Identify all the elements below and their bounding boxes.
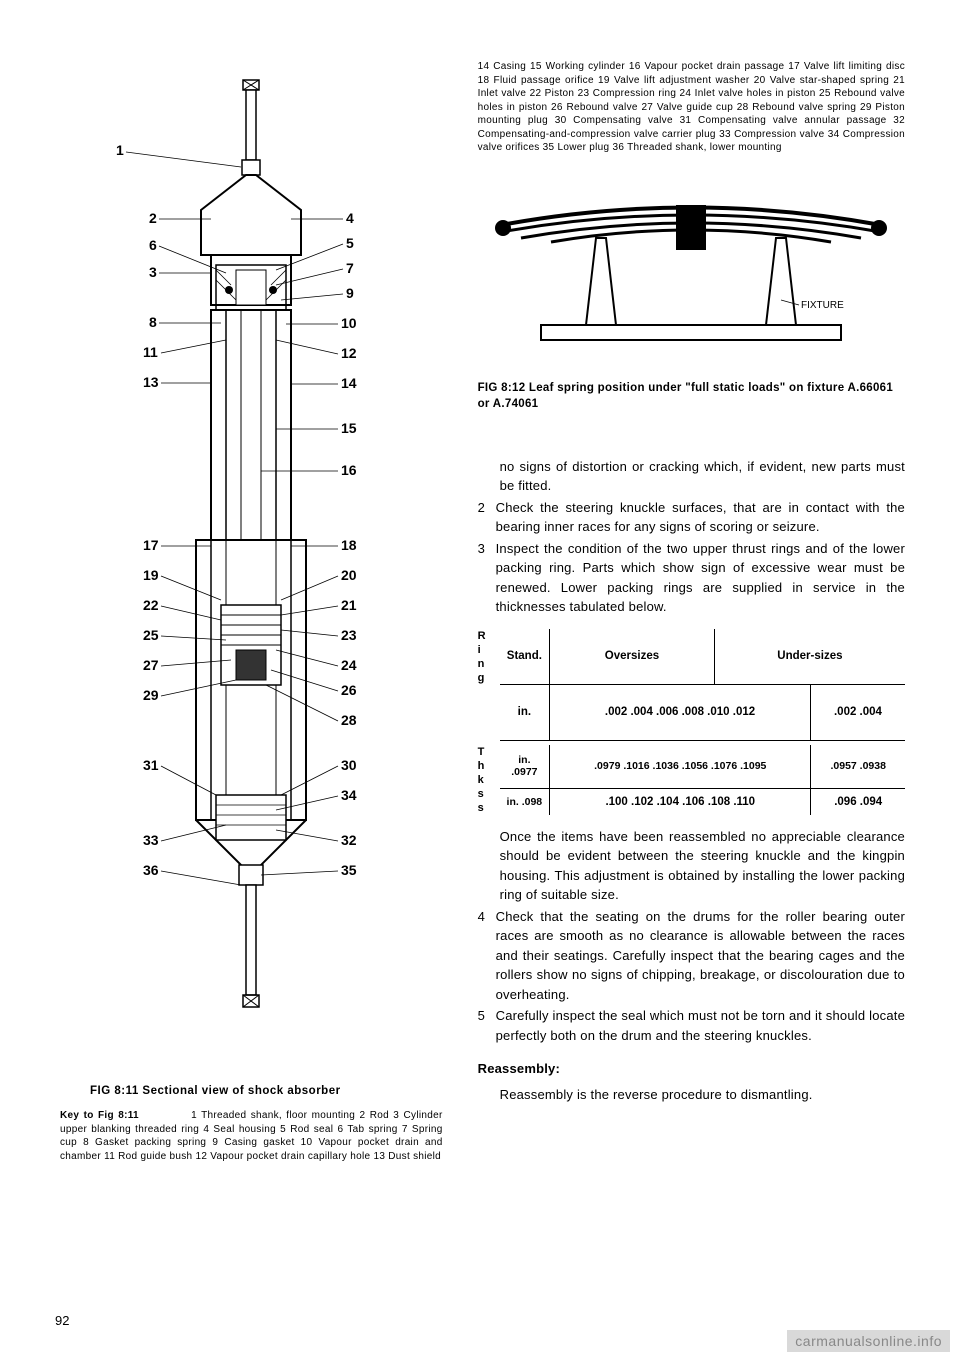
page-number: 92 — [55, 1313, 69, 1328]
callout-24: 24 — [341, 657, 357, 673]
para-1: no signs of distortion or cracking which… — [478, 457, 905, 496]
callout-26: 26 — [341, 682, 357, 698]
body-text-section: no signs of distortion or cracking which… — [478, 457, 905, 617]
page-content: 1 2 6 3 8 11 13 17 — [0, 0, 960, 1358]
shock-absorber-diagram: 1 2 6 3 8 11 13 17 — [55, 60, 448, 1070]
thickness-table: Ring Stand. Oversizes Under-sizes — [478, 629, 905, 685]
list-item-5: 5 Carefully inspect the seal which must … — [478, 1006, 905, 1045]
row3-oversizes: .100 .102 .104 .106 .108 .110 — [550, 788, 811, 814]
left-column: 1 2 6 3 8 11 13 17 — [55, 60, 448, 1328]
callout-34: 34 — [341, 787, 357, 803]
item-4-text: Check that the seating on the drums for … — [496, 907, 905, 1005]
callout-25: 25 — [143, 627, 159, 643]
list-num-5: 5 — [478, 1006, 496, 1045]
callout-13: 13 — [143, 374, 159, 390]
callout-6: 6 — [149, 237, 157, 253]
callout-20: 20 — [341, 567, 357, 583]
callout-10: 10 — [341, 315, 357, 331]
stand-header: Stand. — [500, 629, 550, 685]
callout-36: 36 — [143, 862, 159, 878]
row2-label: in. .0977 — [500, 745, 550, 789]
callout-1: 1 — [116, 142, 124, 158]
list-item-2: 2 Check the steering knuckle surfaces, t… — [478, 498, 905, 537]
callout-2: 2 — [149, 210, 157, 226]
callout-30: 30 — [341, 757, 357, 773]
callout-22: 22 — [143, 597, 159, 613]
thkss-label: Thkss — [478, 745, 492, 815]
callout-9: 9 — [346, 285, 354, 301]
fig-8-11-caption: FIG 8:11 Sectional view of shock absorbe… — [55, 1085, 448, 1097]
para-after-table: Once the items have been reassembled no … — [478, 827, 905, 905]
callout-19: 19 — [143, 567, 159, 583]
callout-15: 15 — [341, 420, 357, 436]
callout-3: 3 — [149, 264, 157, 280]
watermark: carmanualsonline.info — [787, 1330, 950, 1352]
callout-16: 16 — [341, 462, 357, 478]
callout-35: 35 — [341, 862, 357, 878]
callout-23: 23 — [341, 627, 357, 643]
callout-21: 21 — [341, 597, 357, 613]
row1-undersizes: .002 .004 — [810, 685, 905, 741]
item-2-text: Check the steering knuckle surfaces, tha… — [496, 498, 905, 537]
item-5-text: Carefully inspect the seal which must no… — [496, 1006, 905, 1045]
body-text-section-2: Once the items have been reassembled no … — [478, 827, 905, 1105]
list-num-3: 3 — [478, 539, 496, 617]
callout-12: 12 — [341, 345, 357, 361]
callout-33: 33 — [143, 832, 159, 848]
parts-continuation: 14 Casing 15 Working cylinder 16 Vapour … — [478, 60, 905, 155]
shock-diagram-svg: 1 2 6 3 8 11 13 17 — [81, 75, 421, 1055]
row2-undersizes: .0957 .0938 — [811, 745, 905, 789]
list-num-4: 4 — [478, 907, 496, 1005]
row3-undersizes: .096 .094 — [811, 788, 905, 814]
callout-31: 31 — [143, 757, 159, 773]
row2-oversizes: .0979 .1016 .1036 .1056 .1076 .1095 — [550, 745, 811, 789]
spring-svg: FIXTURE — [481, 170, 901, 370]
list-num-2: 2 — [478, 498, 496, 537]
list-item-3: 3 Inspect the condition of the two upper… — [478, 539, 905, 617]
callout-4: 4 — [346, 210, 354, 226]
callout-29: 29 — [143, 687, 159, 703]
callout-27: 27 — [143, 657, 159, 673]
ring-label: Ring — [478, 629, 492, 685]
fig-8-12-caption: FIG 8:12 Leaf spring position under "ful… — [478, 380, 905, 412]
fig-8-11-key: Key to Fig 8:11 1 Threaded shank, floor … — [55, 1109, 448, 1163]
callout-7: 7 — [346, 260, 354, 276]
reassembly-text: Reassembly is the reverse procedure to d… — [478, 1085, 905, 1105]
oversizes-header: Oversizes — [550, 629, 715, 685]
table-main-3: in. .0977 .0979 .1016 .1036 .1056 .1076 … — [500, 745, 905, 815]
list-item-4: 4 Check that the seating on the drums fo… — [478, 907, 905, 1005]
table-main-2: in. .002 .004 .006 .008 .010 .012 .002 .… — [500, 685, 905, 741]
callout-32: 32 — [341, 832, 357, 848]
callout-8: 8 — [149, 314, 157, 330]
key-intro: Key to Fig 8:11 — [60, 1110, 139, 1121]
callout-5: 5 — [346, 235, 354, 251]
thickness-table-2: Ring in. .002 .004 .006 .008 .010 .012 .… — [478, 685, 905, 741]
callout-14: 14 — [341, 375, 357, 391]
callout-11: 11 — [143, 344, 158, 360]
fixture-label-text: FIXTURE — [801, 300, 844, 311]
callout-18: 18 — [341, 537, 357, 553]
item-3-text: Inspect the condition of the two upper t… — [496, 539, 905, 617]
reassembly-heading: Reassembly: — [478, 1059, 905, 1079]
thickness-table-3: Thkss in. .0977 .0979 .1016 .1036 .1056 … — [478, 745, 905, 815]
undersizes-header: Under-sizes — [714, 629, 905, 685]
row1-oversizes: .002 .004 .006 .008 .010 .012 — [550, 685, 811, 741]
table-main: Stand. Oversizes Under-sizes — [500, 629, 905, 685]
callout-17: 17 — [143, 537, 159, 553]
right-column: 14 Casing 15 Working cylinder 16 Vapour … — [478, 60, 905, 1328]
row1-label: in. — [500, 685, 550, 741]
leaf-spring-diagram: FIXTURE — [478, 170, 905, 370]
row3-label: in. .098 — [500, 788, 550, 814]
callout-28: 28 — [341, 712, 357, 728]
